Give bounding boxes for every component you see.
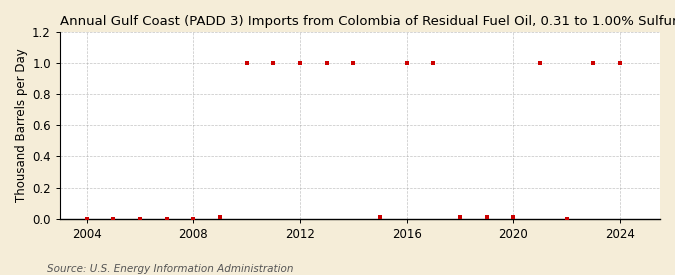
Point bbox=[294, 61, 305, 65]
Point bbox=[108, 216, 119, 221]
Point bbox=[561, 216, 572, 221]
Point bbox=[428, 61, 439, 65]
Point bbox=[161, 216, 172, 221]
Point bbox=[241, 61, 252, 65]
Point bbox=[134, 216, 145, 221]
Point bbox=[481, 215, 492, 219]
Point bbox=[348, 61, 358, 65]
Point bbox=[588, 61, 599, 65]
Y-axis label: Thousand Barrels per Day: Thousand Barrels per Day bbox=[15, 48, 28, 202]
Point bbox=[508, 215, 518, 219]
Point bbox=[215, 215, 225, 219]
Point bbox=[615, 61, 626, 65]
Point bbox=[188, 216, 198, 221]
Point bbox=[454, 215, 465, 219]
Text: Annual Gulf Coast (PADD 3) Imports from Colombia of Residual Fuel Oil, 0.31 to 1: Annual Gulf Coast (PADD 3) Imports from … bbox=[60, 15, 675, 28]
Point bbox=[535, 61, 545, 65]
Text: Source: U.S. Energy Information Administration: Source: U.S. Energy Information Administ… bbox=[47, 264, 294, 274]
Point bbox=[81, 216, 92, 221]
Point bbox=[268, 61, 279, 65]
Point bbox=[375, 215, 385, 219]
Point bbox=[401, 61, 412, 65]
Point bbox=[321, 61, 332, 65]
